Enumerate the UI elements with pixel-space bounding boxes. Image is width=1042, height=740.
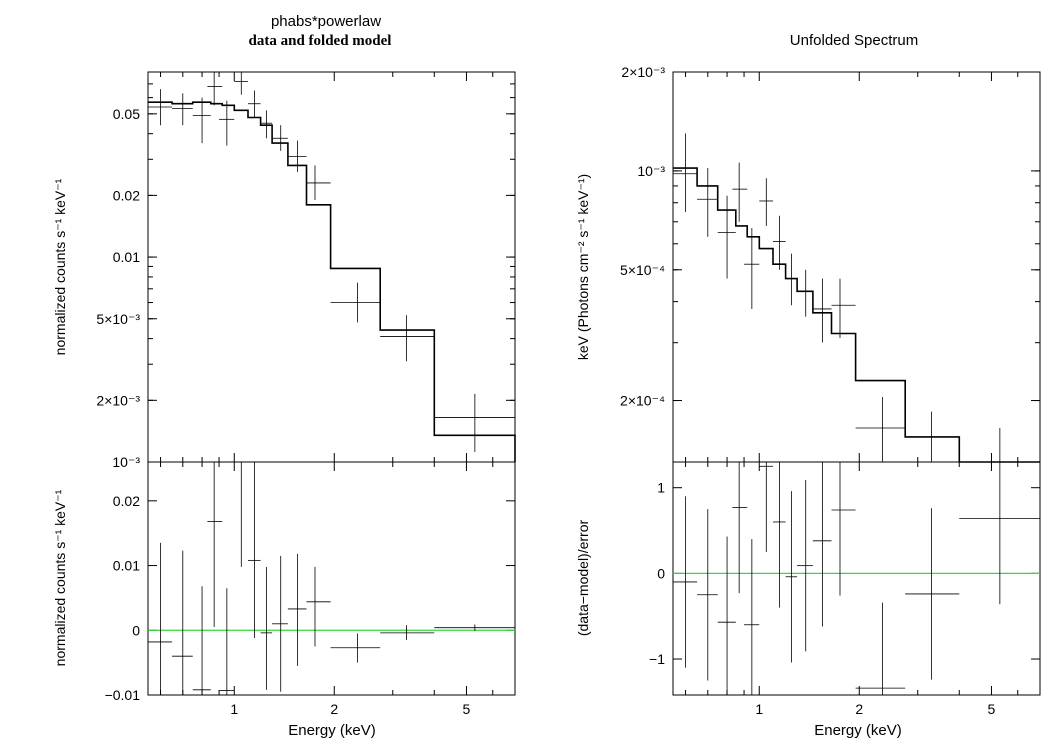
- left-bottom-ytick-label: 0.01: [113, 558, 140, 574]
- right-top-ytick-label: 2×10⁻³: [621, 64, 665, 80]
- left-bottom-ylabel: normalized counts s⁻¹ keV⁻¹: [52, 489, 68, 666]
- right-top-ytick-label: 2×10⁻⁴: [620, 393, 665, 409]
- left-bottom-xtick-label: 2: [330, 701, 338, 717]
- left-top-model-line: [148, 101, 516, 462]
- right-bottom-frame: [672, 461, 1041, 696]
- left-subtitle: data and folded model: [249, 33, 392, 49]
- left-bottom-panel: 0.02 0.01 0 −0.01 1 2 5: [105, 461, 516, 717]
- left-top-ytick-label: 0.02: [113, 187, 140, 203]
- left-bottom-frame: [147, 461, 516, 696]
- right-bottom-xtick-label: 5: [988, 701, 996, 717]
- left-top-frame: [147, 71, 516, 463]
- left-top-ytick-label: 5×10⁻³: [96, 311, 140, 327]
- left-top-panel: 0.05 0.02 0.01 5×10⁻³ 2×10⁻³ 10⁻³: [96, 71, 516, 470]
- left-bottom-xtick-label: 1: [230, 701, 238, 717]
- left-title: phabs*powerlaw: [271, 13, 381, 30]
- right-bottom-ytick-label: 0: [657, 565, 665, 581]
- right-top-model-line: [673, 167, 1040, 463]
- left-top-ytick-label: 0.05: [113, 106, 140, 122]
- left-top-ytick-label: 2×10⁻³: [96, 392, 140, 408]
- right-bottom-xtick-label: 2: [855, 701, 863, 717]
- left-bottom-ytick-label: 0: [132, 622, 140, 638]
- right-bottom-xtick-label: 1: [755, 701, 763, 717]
- right-bottom-panel: 1 0 −1 1 2 5: [649, 461, 1041, 717]
- right-top-frame: [672, 71, 1041, 463]
- right-bottom-ylabel: (data−model)/error: [575, 519, 591, 636]
- right-title: Unfolded Spectrum: [790, 32, 918, 49]
- left-xlabel: Energy (keV): [288, 722, 376, 739]
- left-top-ytick-label: 10⁻³: [112, 454, 140, 470]
- right-top-ylabel: keV (Photons cm⁻² s⁻¹ keV⁻¹): [575, 174, 591, 360]
- left-bottom-ytick-label: 0.02: [113, 493, 140, 509]
- right-xlabel: Energy (keV): [814, 722, 902, 739]
- right-top-ytick-label: 5×10⁻⁴: [620, 262, 665, 278]
- left-top-ytick-label: 0.01: [113, 249, 140, 265]
- left-bottom-ytick-label: −0.01: [105, 687, 141, 703]
- right-top-panel: 2×10⁻³ 10⁻³ 5×10⁻⁴ 2×10⁻⁴: [620, 64, 1041, 463]
- right-bottom-ytick-label: 1: [657, 480, 665, 496]
- right-bottom-ytick-label: −1: [649, 651, 665, 667]
- panels: 0.05 0.02 0.01 5×10⁻³ 2×10⁻³ 10⁻³ 0.02 0.01 0 −0.…: [96, 64, 1041, 717]
- right-top-ytick-label: 10⁻³: [637, 163, 665, 179]
- left-bottom-xtick-label: 5: [463, 701, 471, 717]
- left-top-ylabel: normalized counts s⁻¹ keV⁻¹: [52, 178, 68, 355]
